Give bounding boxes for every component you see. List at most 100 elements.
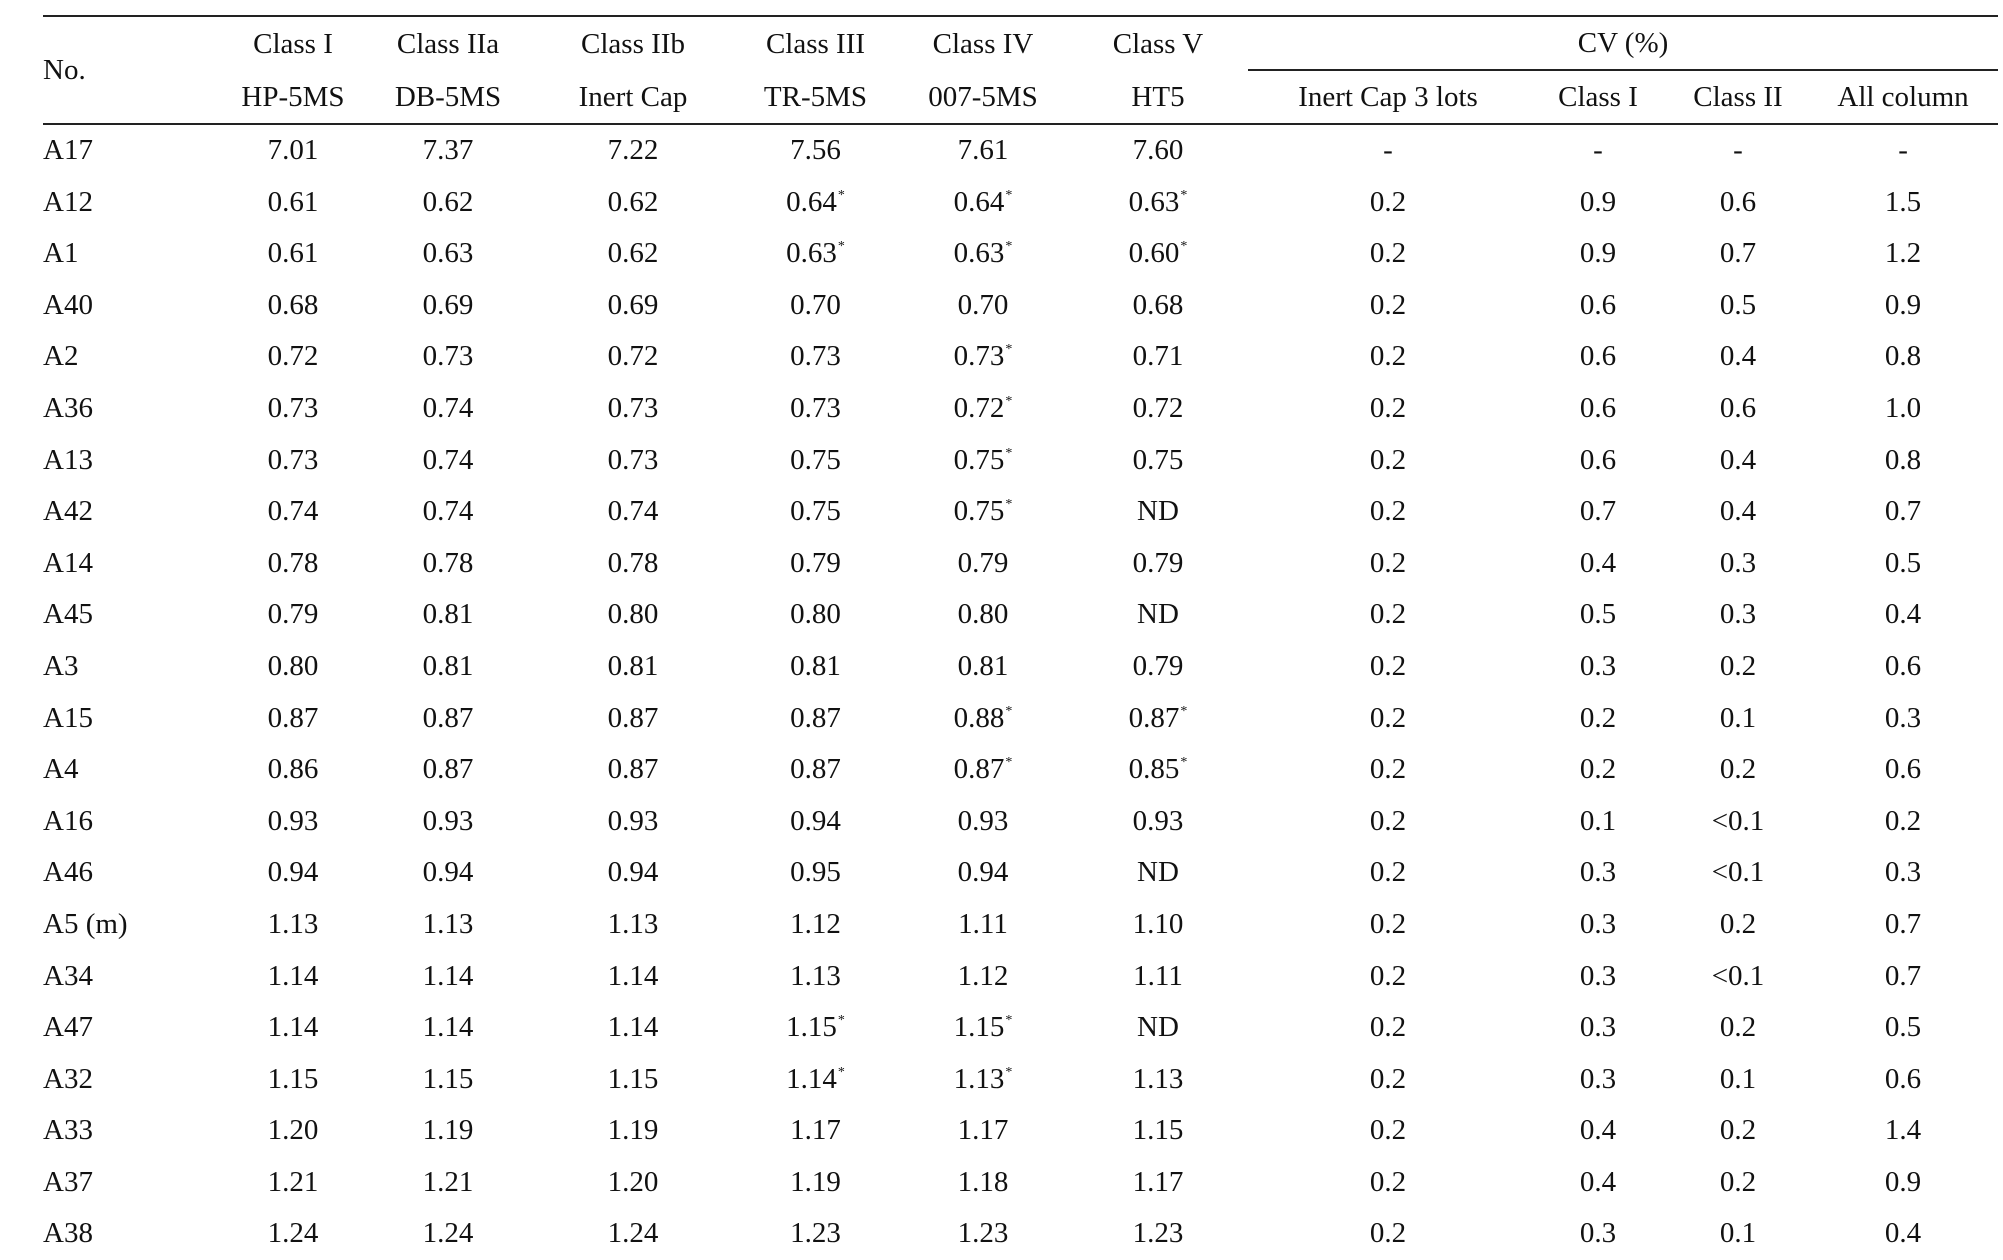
cell-value-text: 0.81 — [422, 598, 474, 631]
significance-mark: * — [1005, 755, 1013, 771]
cell-value-text: 0.63 — [1128, 185, 1180, 218]
cell-value-text: 0.74 — [607, 495, 659, 528]
header-cv-class-1: Class I — [1558, 81, 1638, 113]
cv-value: 0.1 — [1719, 701, 1757, 734]
cell-value: 0.87 — [223, 693, 363, 745]
cell-value-text: 1.13 — [267, 907, 319, 940]
cv-value: 0.2 — [1719, 753, 1757, 786]
cell-value: 0.81 — [363, 589, 533, 641]
cell-value-text: 0.93 — [957, 804, 1009, 837]
cell-value: 1.21 — [223, 1157, 363, 1209]
significance-mark: * — [837, 1013, 845, 1029]
cell-value: 0.78 — [223, 538, 363, 590]
cv-value: 0.3 — [1579, 856, 1617, 889]
data-table-container: No. Class I Class IIa Class IIb Class II… — [43, 15, 1999, 1260]
cell-value: 1.18 — [898, 1157, 1068, 1209]
cell-value: 1.13 — [533, 899, 733, 951]
cell-value: 0.94 — [223, 847, 363, 899]
cv-value: 0.7 — [1884, 907, 1922, 940]
cv-value: 0.3 — [1579, 907, 1617, 940]
cell-value-text: 1.14 — [422, 1011, 474, 1044]
table-row: A46 0.94 0.94 0.94 0.95 0.94 ND 0.2 0.3 <0.1 0.3 — [43, 847, 1998, 899]
cv-value: 0.2 — [1369, 753, 1407, 786]
cell-value: 0.80 — [533, 589, 733, 641]
header-class-2: Class IIa — [396, 27, 500, 60]
cell-value: 0.79 — [1068, 538, 1248, 590]
row-id: A46 — [43, 856, 93, 889]
cell-value-text: 0.79 — [1132, 649, 1184, 682]
cell-value: 0.79 — [1068, 641, 1248, 693]
header-cv-all: All column — [1837, 81, 1969, 113]
cell-value: 0.60* — [1068, 228, 1248, 280]
cell-value-text: 0.69 — [422, 288, 474, 321]
row-id: A33 — [43, 1114, 93, 1147]
significance-mark: * — [1005, 1064, 1013, 1080]
retention-index-table: No. Class I Class IIa Class IIb Class II… — [43, 15, 1999, 1260]
cv-value: 0.7 — [1884, 495, 1922, 528]
cv-value: 0.2 — [1369, 1011, 1407, 1044]
cell-value-text: ND — [1137, 598, 1179, 631]
cell-value-text: 1.23 — [1132, 1217, 1184, 1250]
cell-value: 0.69 — [363, 280, 533, 332]
cell-value: 1.23 — [733, 1208, 898, 1260]
cv-value: 0.2 — [1369, 391, 1407, 424]
cell-value: 0.79 — [733, 538, 898, 590]
table-row: A42 0.74 0.74 0.74 0.75 0.75* ND 0.2 0.7 0.4 0.7 — [43, 486, 1998, 538]
cv-value: 0.2 — [1369, 804, 1407, 837]
cell-value: 0.75 — [733, 435, 898, 487]
row-id: A45 — [43, 598, 93, 631]
significance-mark: * — [1005, 393, 1013, 409]
cv-value: 0.3 — [1884, 701, 1922, 734]
row-id: A34 — [43, 959, 93, 992]
cv-value: 0.4 — [1579, 1114, 1617, 1147]
cell-value-text: 0.81 — [422, 649, 474, 682]
cv-value: 0.2 — [1369, 1062, 1407, 1095]
cell-value: 0.87 — [733, 693, 898, 745]
cell-value: 7.22 — [533, 124, 733, 177]
cv-value: 0.2 — [1369, 185, 1407, 218]
table-row: A12 0.61 0.62 0.62 0.64* 0.64* 0.63* 0.2 0.9 0.6 1… — [43, 177, 1998, 229]
cv-value: 0.6 — [1719, 185, 1757, 218]
cell-value: 1.20 — [533, 1157, 733, 1209]
cell-value-text: 1.11 — [958, 907, 1008, 940]
cell-value-text: 1.23 — [790, 1217, 841, 1250]
cell-value: 0.69 — [533, 280, 733, 332]
cell-value: 1.14 — [533, 951, 733, 1003]
cell-value-text: ND — [1137, 495, 1179, 528]
cell-value-text: 0.75 — [790, 495, 841, 528]
cell-value: ND — [1068, 486, 1248, 538]
cell-value: 1.14 — [223, 1002, 363, 1054]
cell-value-text: 7.01 — [267, 134, 319, 166]
table-row: A4 0.86 0.87 0.87 0.87 0.87* 0.85* 0.2 0.2 0.2 0.6 — [43, 744, 1998, 796]
cell-value-text: 0.81 — [957, 649, 1009, 682]
cell-value-text: 0.73 — [607, 391, 659, 424]
significance-mark: * — [1005, 703, 1013, 719]
cell-value-text: 1.18 — [957, 1165, 1009, 1198]
cv-value: 0.1 — [1579, 804, 1617, 837]
cv-value: 1.5 — [1884, 185, 1922, 218]
cell-value-text: 7.60 — [1132, 134, 1184, 166]
cell-value-text: 1.14 — [267, 959, 319, 992]
significance-mark: * — [1180, 187, 1188, 203]
cv-value: 0.1 — [1719, 1217, 1757, 1250]
significance-mark: * — [1005, 497, 1013, 513]
cell-value-text: 0.74 — [422, 391, 474, 424]
cell-value: 1.19 — [363, 1105, 533, 1157]
cell-value: ND — [1068, 589, 1248, 641]
cell-value: 1.15 — [533, 1054, 733, 1106]
table-row: A36 0.73 0.74 0.73 0.73 0.72* 0.72 0.2 0.6 0.6 1.0 — [43, 383, 1998, 435]
cell-value: 0.79 — [223, 589, 363, 641]
cell-value: 0.73* — [898, 331, 1068, 383]
cv-value: 0.2 — [1369, 1165, 1407, 1198]
cell-value-text: 0.73 — [267, 443, 319, 476]
cv-value: - — [1593, 134, 1603, 166]
row-id: A32 — [43, 1062, 93, 1095]
cell-value: 0.78 — [533, 538, 733, 590]
cv-value: 0.9 — [1884, 1165, 1922, 1198]
cv-value: <0.1 — [1711, 856, 1765, 889]
cell-value: 0.63* — [898, 228, 1068, 280]
cell-value-text: 0.80 — [607, 598, 659, 631]
cv-value: 0.4 — [1719, 340, 1757, 373]
cell-value: 1.17 — [1068, 1157, 1248, 1209]
row-id: A14 — [43, 546, 93, 579]
